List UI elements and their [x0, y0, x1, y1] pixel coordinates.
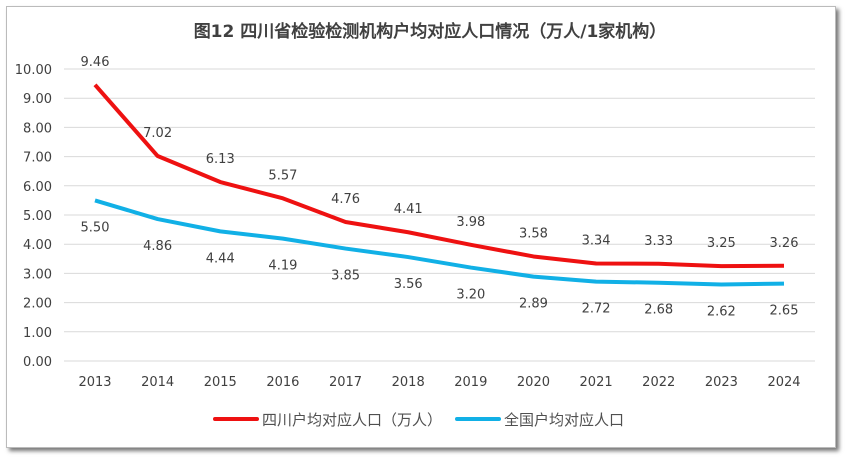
x-tick-label: 2016: [266, 375, 299, 390]
x-tick-label: 2022: [642, 375, 675, 390]
y-tick-label: 6.00: [23, 180, 52, 195]
y-tick-label: 0.00: [23, 355, 52, 370]
chart-frame: [6, 6, 836, 448]
data-label: 3.34: [582, 233, 611, 248]
y-tick-label: 10.00: [15, 63, 52, 78]
data-label: 6.13: [206, 152, 235, 167]
data-label: 3.56: [394, 277, 423, 292]
data-label: 4.44: [206, 251, 235, 266]
data-label: 2.72: [582, 302, 611, 317]
data-label: 3.33: [644, 234, 673, 249]
x-tick-label: 2015: [204, 375, 237, 390]
y-tick-label: 8.00: [23, 121, 52, 136]
x-tick-label: 2019: [454, 375, 487, 390]
x-tick-label: 2024: [767, 375, 800, 390]
data-label: 5.57: [268, 168, 297, 183]
data-label: 4.86: [143, 239, 172, 254]
series-line-1: [94, 198, 785, 287]
y-tick-label: 5.00: [23, 209, 52, 224]
data-label: 5.50: [81, 220, 110, 235]
x-tick-label: 2013: [78, 375, 111, 390]
data-label: 7.02: [143, 126, 172, 141]
x-tick-label: 2023: [705, 375, 738, 390]
data-label: 2.68: [644, 303, 673, 318]
y-tick-label: 9.00: [23, 92, 52, 107]
series-line-0: [93, 83, 785, 269]
data-label: 3.58: [519, 226, 548, 241]
data-label: 3.85: [331, 269, 360, 284]
legend-label: 全国户均对应人口: [504, 411, 624, 429]
data-label: 9.46: [81, 55, 110, 70]
y-tick-label: 2.00: [23, 297, 52, 312]
data-label: 4.19: [268, 259, 297, 274]
data-label: 3.98: [456, 215, 485, 230]
data-label: 4.76: [331, 192, 360, 207]
data-label: 3.25: [707, 236, 736, 251]
x-tick-label: 2017: [329, 375, 362, 390]
y-tick-label: 1.00: [23, 326, 52, 341]
legend-label: 四川户均对应人口（万人）: [262, 411, 442, 429]
x-tick-label: 2018: [392, 375, 425, 390]
data-label: 3.26: [770, 236, 799, 251]
y-tick-label: 4.00: [23, 238, 52, 253]
y-tick-label: 3.00: [23, 267, 52, 282]
chart-title: 图12 四川省检验检测机构户均对应人口情况（万人/1家机构）: [194, 21, 667, 42]
data-label: 2.65: [770, 304, 799, 319]
x-tick-label: 2021: [580, 375, 613, 390]
data-label: 2.89: [519, 297, 548, 312]
data-label: 4.41: [394, 202, 423, 217]
data-label: 2.62: [707, 304, 736, 319]
x-tick-label: 2020: [517, 375, 550, 390]
x-tick-label: 2014: [141, 375, 174, 390]
y-tick-label: 7.00: [23, 151, 52, 166]
data-label: 3.20: [456, 288, 485, 303]
